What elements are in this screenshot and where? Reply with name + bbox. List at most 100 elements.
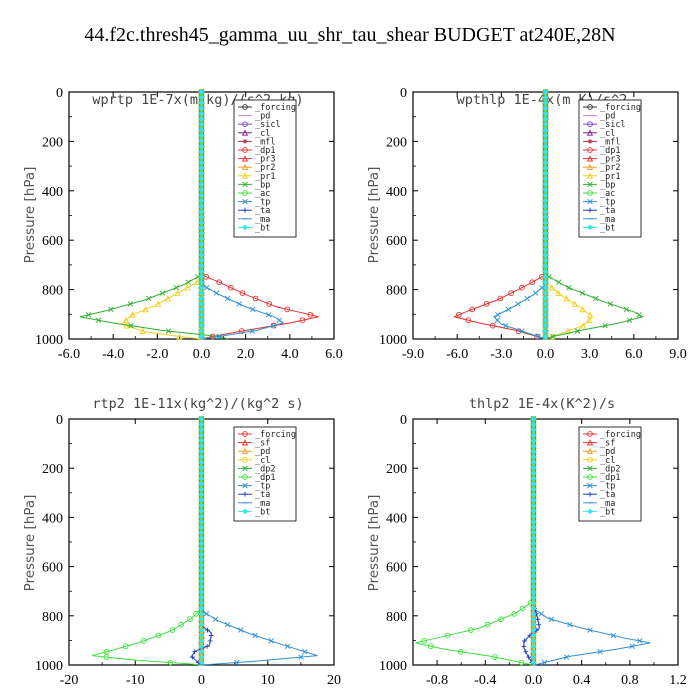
data-point	[198, 94, 205, 101]
data-point	[198, 268, 205, 275]
legend-marker	[587, 190, 593, 196]
legend-entry: _dp1	[583, 473, 620, 483]
legend-label: _dp1	[600, 146, 620, 156]
legend-entry: _tp	[583, 482, 615, 492]
data-point	[198, 219, 205, 226]
data-point	[563, 654, 570, 660]
data-point	[566, 284, 572, 291]
data-point	[167, 659, 174, 666]
data-point	[542, 148, 549, 155]
data-point	[198, 311, 205, 318]
data-point	[198, 551, 205, 558]
data-point	[198, 176, 205, 182]
data-point	[299, 317, 306, 324]
legend-entry: _cl	[238, 129, 270, 139]
data-point	[542, 333, 549, 340]
data-point	[198, 235, 205, 242]
data-point	[530, 416, 537, 422]
data-point	[530, 605, 537, 612]
data-point	[265, 312, 272, 318]
data-point	[198, 556, 205, 563]
data-point	[542, 273, 549, 280]
data-point	[198, 132, 205, 139]
data-point	[428, 643, 434, 650]
data-point	[530, 470, 537, 476]
data-point	[542, 241, 549, 247]
data-point	[457, 648, 464, 655]
y-tick-label: 1000	[379, 333, 407, 348]
data-point	[198, 432, 205, 439]
data-point	[530, 632, 537, 639]
y-axis-label: Pressure [hPa]	[22, 495, 38, 592]
data-point	[530, 437, 537, 444]
legend-entry: _pr3	[583, 155, 620, 165]
data-point	[542, 203, 549, 209]
data-point	[268, 638, 274, 644]
data-point	[198, 89, 205, 95]
data-point	[198, 263, 205, 269]
data-point	[205, 627, 210, 633]
data-point	[142, 305, 149, 313]
data-point	[530, 578, 537, 585]
y-tick-label: 400	[386, 511, 407, 526]
data-point	[542, 159, 549, 166]
legend-entry: _tp	[583, 198, 615, 208]
data-point	[530, 589, 537, 596]
data-point	[198, 583, 205, 590]
data-point	[198, 616, 205, 623]
legend-marker	[587, 431, 593, 437]
data-point	[198, 519, 205, 525]
legend-marker	[586, 129, 594, 136]
data-point	[198, 154, 205, 161]
data-point	[198, 611, 205, 617]
legend-marker	[587, 491, 593, 497]
data-point	[198, 426, 205, 433]
data-point	[198, 659, 205, 666]
data-point	[198, 513, 205, 520]
data-point	[123, 322, 130, 329]
x-tick-label: 0.8	[621, 673, 639, 688]
data-point	[198, 208, 205, 215]
data-point	[492, 654, 498, 660]
data-point	[542, 138, 549, 144]
data-point	[198, 203, 205, 209]
data-point	[236, 301, 243, 307]
x-tick-label: -0.8	[426, 673, 448, 688]
x-tick-label: -0.4	[474, 673, 496, 688]
data-point	[610, 632, 616, 639]
data-point	[530, 448, 537, 455]
data-point	[198, 284, 205, 291]
data-point	[542, 197, 549, 204]
data-point	[524, 295, 530, 302]
data-point	[530, 600, 537, 606]
y-tick-label: 1000	[379, 659, 407, 674]
data-point	[198, 301, 205, 307]
data-point	[542, 100, 549, 106]
data-point	[270, 322, 277, 329]
data-point	[530, 432, 537, 439]
legend-entry: _ac	[583, 189, 615, 199]
legend-label: _dp1	[600, 473, 620, 483]
legend-label: _bt	[600, 507, 615, 517]
x-tick-label: -6.0	[446, 347, 468, 362]
legend-label: _pd	[255, 112, 270, 122]
data-point	[530, 638, 537, 644]
data-point	[530, 497, 537, 504]
x-tick-label: 6.0	[325, 347, 343, 362]
legend: _forcing_pd_sicl_cl_mfl_dp1_pr3_pr2_pr1_…	[233, 99, 297, 238]
legend-marker	[587, 181, 593, 188]
y-tick-label: 400	[42, 511, 63, 526]
data-point	[198, 181, 205, 188]
legend-entry: _ac	[238, 189, 270, 199]
legend-entry: _tp	[238, 482, 270, 492]
data-point	[489, 322, 496, 329]
legend-label: _bp	[255, 180, 270, 190]
data-point	[469, 306, 476, 313]
data-point	[636, 638, 643, 644]
data-point	[216, 279, 223, 286]
data-point	[224, 621, 231, 628]
data-point	[155, 632, 162, 639]
legend-entry: _sf	[583, 439, 615, 449]
data-point	[530, 546, 537, 552]
data-point	[519, 605, 526, 612]
